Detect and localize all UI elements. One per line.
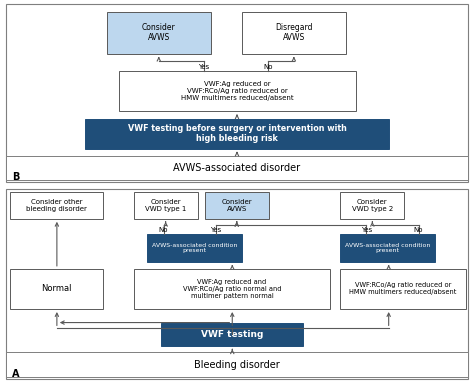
FancyBboxPatch shape [340, 269, 466, 309]
Text: VWF testing before surgery or intervention with
high bleeding risk: VWF testing before surgery or interventi… [128, 124, 346, 143]
Text: Consider
AVWS: Consider AVWS [142, 23, 176, 42]
FancyBboxPatch shape [134, 192, 198, 219]
FancyBboxPatch shape [6, 4, 468, 182]
FancyBboxPatch shape [107, 12, 211, 54]
FancyBboxPatch shape [147, 234, 242, 262]
FancyBboxPatch shape [10, 192, 103, 219]
Text: Bleeding disorder: Bleeding disorder [194, 359, 280, 370]
Text: VWF:RCo/Ag ratio reduced or
HMW multimers reduced/absent: VWF:RCo/Ag ratio reduced or HMW multimer… [349, 283, 457, 295]
FancyBboxPatch shape [6, 156, 468, 180]
Text: VWF:Ag reduced and
VWF:RCo/Ag ratio normal and
multimer pattern normal: VWF:Ag reduced and VWF:RCo/Ag ratio norm… [183, 279, 281, 299]
FancyBboxPatch shape [205, 192, 269, 219]
Text: AVWS-associated disorder: AVWS-associated disorder [173, 163, 301, 173]
Text: Yes: Yes [210, 227, 221, 233]
FancyBboxPatch shape [340, 234, 435, 262]
Text: No: No [414, 227, 423, 233]
FancyBboxPatch shape [242, 12, 346, 54]
Text: VWF:Ag reduced or
VWF:RCo/Ag ratio reduced or
HMW multimers reduced/absent: VWF:Ag reduced or VWF:RCo/Ag ratio reduc… [181, 81, 293, 101]
Text: AVWS-associated condition
present: AVWS-associated condition present [152, 243, 237, 253]
FancyBboxPatch shape [85, 119, 389, 149]
Text: A: A [12, 369, 19, 379]
FancyBboxPatch shape [161, 323, 303, 346]
Text: Consider
VWD type 2: Consider VWD type 2 [352, 199, 393, 212]
Text: No: No [159, 227, 168, 233]
Text: Consider
AVWS: Consider AVWS [221, 199, 252, 212]
Text: Consider other
bleeding disorder: Consider other bleeding disorder [26, 199, 87, 212]
FancyBboxPatch shape [118, 71, 356, 111]
Text: VWF testing: VWF testing [201, 330, 264, 339]
Text: B: B [12, 172, 19, 182]
Text: Normal: Normal [41, 285, 72, 293]
FancyBboxPatch shape [6, 352, 468, 377]
FancyBboxPatch shape [134, 269, 330, 309]
Text: Yes: Yes [361, 227, 372, 233]
FancyBboxPatch shape [10, 269, 103, 309]
FancyBboxPatch shape [340, 192, 404, 219]
Text: AVWS-associated condition
present: AVWS-associated condition present [345, 243, 430, 253]
Text: No: No [263, 64, 273, 70]
FancyBboxPatch shape [6, 189, 468, 379]
Text: Disregard
AVWS: Disregard AVWS [275, 23, 313, 42]
Text: Consider
VWD type 1: Consider VWD type 1 [145, 199, 186, 212]
Text: Yes: Yes [198, 64, 210, 70]
